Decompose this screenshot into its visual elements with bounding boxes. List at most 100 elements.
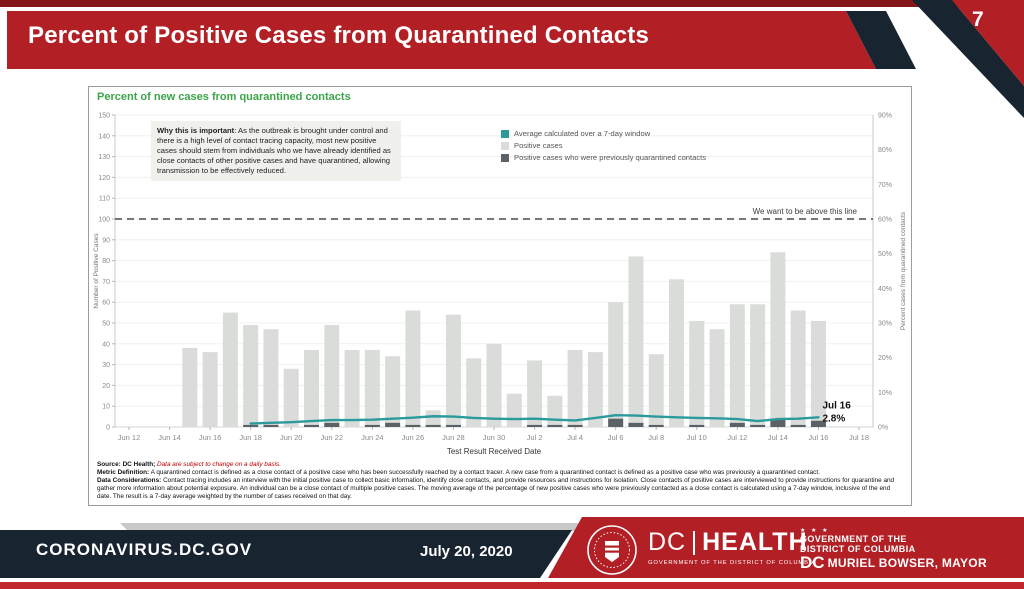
- x-tick-label: Jun 28: [442, 433, 465, 442]
- stars-icon: ★ ★ ★: [800, 528, 830, 534]
- bar-positive-cases: [527, 360, 543, 427]
- bar-prev-quarantined: [770, 418, 786, 427]
- bar-positive-cases: [182, 347, 198, 427]
- right-tick-label: 50%: [878, 251, 892, 258]
- bar-positive-cases: [222, 312, 238, 427]
- legend-swatch-icon: [501, 153, 509, 162]
- bar-prev-quarantined: [750, 424, 766, 427]
- bar-positive-cases: [202, 352, 218, 427]
- dc-health-govline: GOVERNMENT OF THE DISTRICT OF COLUMBIA: [648, 560, 817, 566]
- right-tick-label: 80%: [878, 147, 892, 154]
- right-axis-title: Percent cases from quarantined contacts: [900, 211, 907, 330]
- left-tick-label: 60: [102, 300, 110, 307]
- bar-prev-quarantined: [243, 424, 259, 427]
- bar-positive-cases: [567, 350, 583, 427]
- why-important-text: : As the outbreak is brought under contr…: [157, 126, 391, 176]
- right-tick-label: 30%: [878, 321, 892, 328]
- right-tick-label: 70%: [878, 182, 892, 189]
- left-tick-label: 80: [102, 258, 110, 265]
- page-number: 7: [972, 8, 984, 31]
- chart-card: Percent of new cases from quarantined co…: [88, 86, 912, 506]
- right-tick-label: 60%: [878, 217, 892, 224]
- bar-positive-cases: [750, 304, 766, 427]
- footer-date: July 20, 2020: [420, 543, 513, 560]
- bar-prev-quarantined: [324, 422, 340, 427]
- bar-prev-quarantined: [445, 424, 461, 427]
- left-tick-label: 90: [102, 237, 110, 244]
- left-tick-label: 110: [99, 196, 110, 203]
- right-tick-label: 0%: [878, 425, 888, 432]
- x-axis-title: Test Result Received Date: [447, 447, 542, 456]
- right-tick-label: 90%: [878, 113, 892, 120]
- chart-footnotes: Source: DC Health; Data are subject to c…: [97, 461, 903, 501]
- annotation-date: Jul 16: [822, 400, 851, 411]
- chart-legend: Average calculated over a 7-day window Po…: [501, 129, 706, 165]
- bar-positive-cases: [790, 310, 806, 427]
- top-maroon-strip: [0, 0, 1024, 7]
- footnote-metric-definition: Metric Definition: A quarantined contact…: [97, 469, 820, 476]
- bar-prev-quarantined: [425, 424, 441, 427]
- bar-positive-cases: [587, 352, 603, 427]
- bar-prev-quarantined: [405, 424, 421, 427]
- footer-decoration: [0, 517, 1024, 589]
- right-tick-label: 40%: [878, 286, 892, 293]
- bar-positive-cases: [445, 314, 461, 427]
- x-tick-label: Jul 8: [648, 433, 664, 442]
- legend-item: Average calculated over a 7-day window: [501, 129, 706, 138]
- mayor-name: MURIEL BOWSER, MAYOR: [827, 555, 987, 570]
- mayor-line1: GOVERNMENT OF THE: [800, 534, 907, 544]
- right-tick-label: 20%: [878, 355, 892, 362]
- left-tick-label: 130: [98, 154, 110, 161]
- annotation-value: 2.8%: [822, 413, 845, 424]
- bar-prev-quarantined: [810, 420, 826, 427]
- left-tick-label: 150: [98, 113, 110, 120]
- dc-health-divider: [693, 530, 696, 555]
- bar-positive-cases: [810, 320, 826, 427]
- dc-health-seal-icon: [587, 525, 637, 575]
- bar-positive-cases: [405, 310, 421, 427]
- bar-prev-quarantined: [364, 424, 380, 427]
- chart-title: Percent of new cases from quarantined co…: [97, 91, 351, 103]
- bar-positive-cases: [344, 350, 360, 427]
- x-tick-label: Jun 24: [361, 433, 384, 442]
- bar-prev-quarantined: [790, 424, 806, 427]
- mayor-logo: ★ ★ ★ GOVERNMENT OF THE DISTRICT OF COLU…: [800, 527, 987, 572]
- footer-url: CORONAVIRUS.DC.GOV: [36, 540, 253, 559]
- bar-positive-cases: [425, 410, 441, 427]
- footer-bottom-strip: [0, 582, 1024, 589]
- left-tick-label: 120: [98, 175, 110, 182]
- left-tick-label: 10: [102, 404, 110, 411]
- bar-positive-cases: [506, 393, 522, 427]
- bar-positive-cases: [729, 304, 745, 427]
- why-important-label: Why this is important: [157, 126, 235, 135]
- x-tick-label: Jun 20: [280, 433, 303, 442]
- x-tick-label: Jul 12: [727, 433, 747, 442]
- goal-line-label: We want to be above this line: [753, 207, 858, 216]
- bar-positive-cases: [770, 252, 786, 427]
- x-tick-label: Jun 30: [483, 433, 506, 442]
- dc-flag-icon: DC: [800, 552, 825, 572]
- left-tick-label: 100: [98, 217, 110, 224]
- x-tick-label: Jul 16: [808, 433, 828, 442]
- left-tick-label: 70: [102, 279, 110, 286]
- bar-prev-quarantined: [608, 418, 624, 427]
- bar-positive-cases: [648, 354, 664, 427]
- left-tick-label: 30: [102, 362, 110, 369]
- x-tick-label: Jul 4: [567, 433, 583, 442]
- footer-gray-sliver: [120, 523, 600, 531]
- left-tick-label: 40: [102, 341, 110, 348]
- bar-positive-cases: [466, 358, 482, 427]
- x-tick-label: Jun 16: [199, 433, 222, 442]
- bar-prev-quarantined: [729, 422, 745, 427]
- bar-positive-cases: [608, 302, 624, 427]
- dc-health-dc: DC: [648, 528, 687, 556]
- header-navy-stripe-2: [912, 0, 1024, 118]
- legend-item: Positive cases who were previously quara…: [501, 153, 706, 162]
- bar-positive-cases: [547, 395, 563, 427]
- legend-swatch-icon: [501, 129, 509, 138]
- left-axis-title: Number of Positive Cases: [93, 233, 100, 309]
- x-tick-label: Jul 10: [687, 433, 707, 442]
- bar-prev-quarantined: [385, 422, 401, 427]
- bar-prev-quarantined: [547, 424, 563, 427]
